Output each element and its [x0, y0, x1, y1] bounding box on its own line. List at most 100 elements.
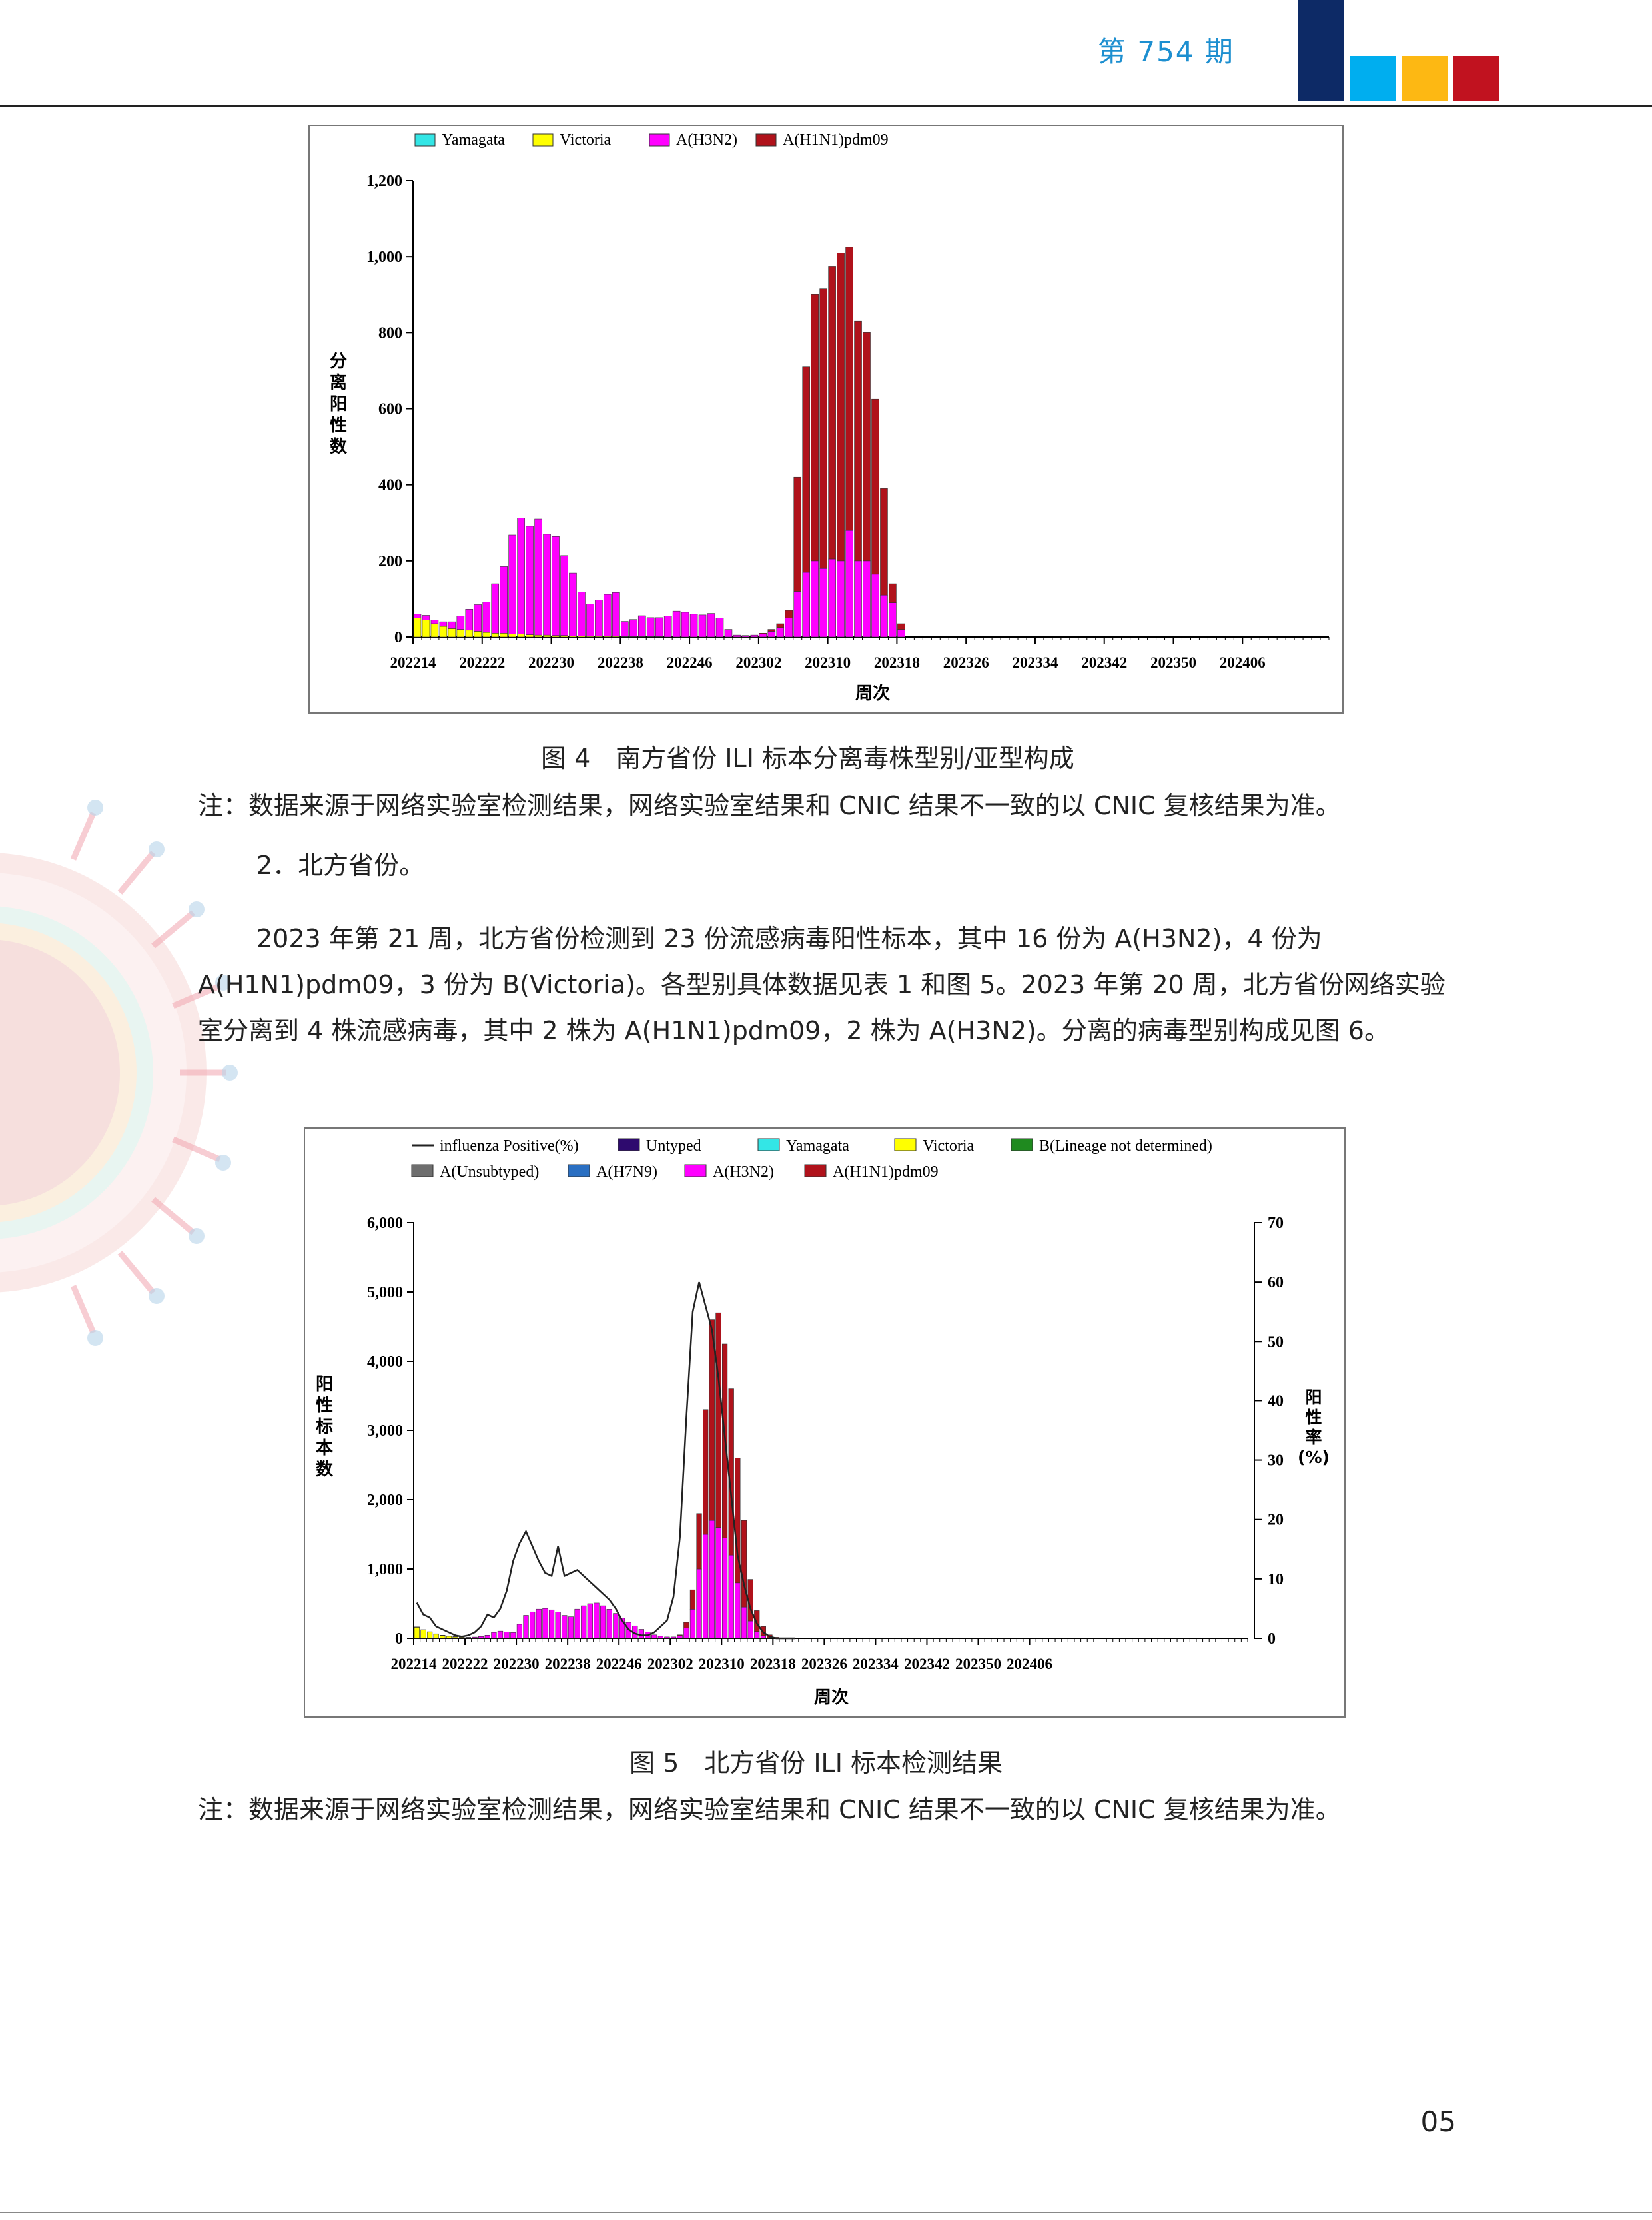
bar-victoria — [474, 631, 482, 638]
bar-ah3n2 — [750, 634, 759, 638]
bar-ah3n2 — [863, 560, 871, 638]
y-axis-label-char: 本 — [316, 1438, 333, 1458]
bar-ah3n2 — [759, 634, 767, 638]
x-tick-label: 202326 — [943, 654, 989, 671]
bar-ah3n2 — [785, 618, 793, 638]
bar-ah3n2 — [663, 616, 672, 638]
y-tick-label: 0 — [395, 1630, 403, 1648]
bar-ah3n2 — [542, 1608, 548, 1639]
bar-victoria — [508, 634, 516, 638]
bar-ah3n2 — [683, 1628, 689, 1639]
bar-ah3n2 — [569, 572, 577, 636]
header-logo-block-navy — [1298, 0, 1344, 101]
figure4-note: 注：数据来源于网络实验室检测结果，网络实验室结果和 CNIC 结果不一致的以 C… — [198, 791, 1341, 820]
legend-swatch — [755, 133, 777, 147]
bar-ah3n2 — [578, 592, 586, 636]
x-tick-label: 202214 — [391, 1656, 438, 1672]
bar-victoria — [543, 634, 551, 638]
y2-tick-label: 50 — [1268, 1333, 1284, 1351]
y2-axis-label-char: 阳 — [1305, 1388, 1322, 1407]
bar-ah3n2 — [523, 1615, 529, 1639]
bar-ah3n2 — [721, 1537, 728, 1639]
y-tick-label: 800 — [378, 324, 402, 342]
section-heading: 2．北方省份。 — [256, 851, 425, 880]
bar-ah3n2 — [741, 1606, 747, 1639]
bar-ah3n2 — [530, 1611, 536, 1639]
bar-ah3n2 — [439, 621, 448, 627]
bar-ah1n1pdm09 — [889, 583, 897, 603]
y2-tick-label: 30 — [1268, 1452, 1284, 1470]
x-tick-label: 202350 — [1150, 654, 1196, 671]
bar-ah1n1pdm09 — [741, 1520, 747, 1608]
x-tick-label: 202302 — [647, 1656, 693, 1672]
bar-ah3n2 — [735, 1582, 741, 1639]
x-tick-label: 202342 — [1081, 654, 1127, 671]
legend-label: Yamagata — [786, 1137, 849, 1155]
bar-victoria — [422, 620, 430, 638]
bar-ah3n2 — [500, 566, 508, 634]
bar-ah1n1pdm09 — [785, 610, 793, 618]
bar-victoria — [446, 1636, 452, 1639]
y-tick-label: 4,000 — [367, 1353, 403, 1371]
x-tick-label: 202310 — [699, 1656, 745, 1672]
bar-victoria — [456, 629, 465, 638]
bar-ah3n2 — [670, 1636, 677, 1639]
bar-ah3n2 — [621, 621, 629, 637]
figure4-caption: 图 4 南方省份 ILI 标本分离毒株型别/亚型构成 — [541, 744, 1074, 773]
y-axis-label-char: 离 — [330, 372, 347, 393]
bar-ah3n2 — [474, 604, 482, 632]
bar-ah3n2 — [793, 591, 802, 638]
header-logo-block-cyan — [1350, 56, 1396, 101]
bar-ah3n2 — [854, 560, 862, 638]
bar-ah1n1pdm09 — [845, 247, 853, 531]
bar-ah3n2 — [629, 619, 637, 637]
bar-ah3n2 — [555, 1612, 561, 1639]
legend-label: Victoria — [923, 1137, 975, 1155]
y2-axis-label-char: (%) — [1298, 1448, 1330, 1467]
legend-swatch — [804, 1164, 827, 1177]
y-tick-label: 200 — [378, 553, 402, 570]
bar-ah3n2 — [587, 1603, 593, 1639]
legend-label: Victoria — [560, 131, 612, 149]
bar-ah3n2 — [828, 558, 836, 638]
legend-swatch — [411, 1164, 434, 1177]
bar-victoria — [491, 632, 500, 638]
y-tick-label: 6,000 — [367, 1215, 403, 1232]
legend-swatch — [618, 1138, 640, 1151]
bar-ah1n1pdm09 — [767, 629, 776, 632]
bar-ah3n2 — [472, 1636, 478, 1638]
y-tick-label: 400 — [378, 477, 402, 494]
positive-rate-line — [416, 1281, 796, 1640]
x-tick-label: 202326 — [801, 1656, 847, 1672]
x-tick-label: 202214 — [390, 654, 437, 671]
x-tick-label: 202350 — [955, 1656, 1001, 1672]
y-axis-label-char: 数 — [330, 437, 348, 457]
y-tick-label: 1,200 — [366, 173, 402, 190]
bar-ah1n1pdm09 — [880, 488, 888, 596]
bar-ah3n2 — [465, 1637, 471, 1638]
bar-victoria — [465, 630, 474, 638]
bar-ah3n2 — [517, 518, 525, 634]
bar-ah3n2 — [510, 1632, 516, 1638]
bar-ah3n2 — [612, 592, 620, 637]
bar-ah3n2 — [543, 534, 551, 636]
bar-victoria — [448, 628, 456, 638]
bar-ah3n2 — [728, 1554, 734, 1639]
bar-ah3n2 — [655, 617, 663, 637]
legend-label: Untyped — [646, 1137, 701, 1155]
bar-ah3n2 — [568, 1616, 574, 1639]
bar-ah3n2 — [747, 1620, 753, 1639]
bar-ah3n2 — [715, 618, 724, 638]
legend-label: A(H7N9) — [596, 1163, 657, 1181]
bar-ah3n2 — [594, 1602, 600, 1639]
bar-ah3n2 — [484, 1635, 490, 1638]
bar-ah3n2 — [504, 1632, 510, 1638]
y-tick-label: 0 — [394, 629, 402, 646]
bar-ah3n2 — [651, 1634, 657, 1639]
figure4-chart: 0 200 400 600 800 1,000 1,200 202214 202222 20223… — [308, 125, 1344, 714]
x-tick-label: 202302 — [735, 654, 781, 671]
legend-label: A(H1N1)pdm09 — [833, 1163, 939, 1181]
y-tick-label: 2,000 — [367, 1492, 403, 1509]
bar-ah3n2 — [548, 1609, 555, 1639]
y2-tick-label: 0 — [1268, 1630, 1276, 1648]
